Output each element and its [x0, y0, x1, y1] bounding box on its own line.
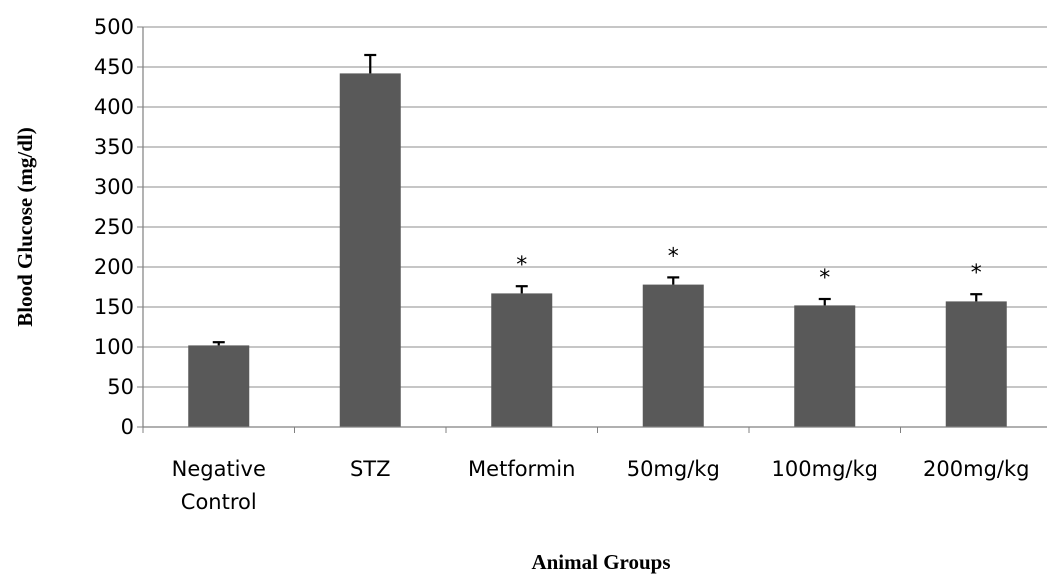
axes	[137, 26, 1047, 433]
y-tick-label: 50	[107, 375, 134, 399]
y-tick-label: 150	[94, 295, 134, 319]
labels: 0 50 100 150 200 250 300 350 400 450 500 Negative Co…	[94, 15, 1030, 514]
bars	[188, 53, 1007, 428]
y-tick-label: 300	[94, 175, 134, 199]
x-category-label: 50mg/kg	[627, 457, 720, 481]
bar	[945, 301, 1007, 427]
significance-marker: *	[516, 253, 527, 278]
y-axis-title: Blood Glucose (mg/dl)	[13, 127, 37, 327]
x-category-label: 100mg/kg	[772, 457, 878, 481]
y-tick-label: 250	[94, 215, 134, 239]
y-tick-label: 450	[94, 55, 134, 79]
significance-marker: *	[819, 266, 830, 291]
x-category-label: STZ	[350, 457, 391, 481]
x-category-label: Metformin	[468, 457, 575, 481]
significance-marker: *	[971, 261, 982, 286]
y-tick-label: 0	[121, 415, 134, 439]
y-tick-label: 500	[94, 15, 134, 39]
significance-marker: *	[668, 244, 679, 269]
y-tick-label: 400	[94, 95, 134, 119]
gridlines	[143, 26, 1047, 388]
bar	[339, 73, 401, 428]
bar	[188, 345, 250, 427]
bar	[642, 284, 704, 427]
y-tick-label: 200	[94, 255, 134, 279]
y-tick-label: 100	[94, 335, 134, 359]
x-axis-title: Animal Groups	[531, 550, 670, 574]
x-category-label: Control	[181, 490, 257, 514]
x-category-label: Negative	[172, 457, 266, 481]
bar	[491, 293, 553, 427]
y-tick-label: 350	[94, 135, 134, 159]
bar	[794, 305, 856, 427]
x-category-label: 200mg/kg	[923, 457, 1029, 481]
